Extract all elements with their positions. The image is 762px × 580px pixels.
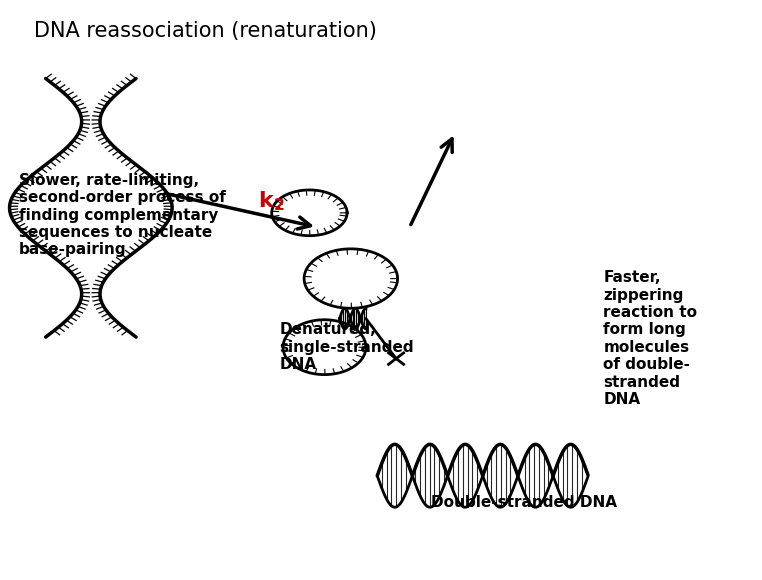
Text: $\mathbf{k_2}$: $\mathbf{k_2}$ bbox=[258, 190, 285, 213]
Text: Denatured,
single-stranded
DNA: Denatured, single-stranded DNA bbox=[279, 322, 414, 372]
Text: Slower, rate-limiting,
second-order process of
finding complementary
sequences t: Slower, rate-limiting, second-order proc… bbox=[19, 173, 226, 258]
Text: Faster,
zippering
reaction to
form long
molecules
of double-
stranded
DNA: Faster, zippering reaction to form long … bbox=[604, 270, 697, 407]
Text: Double-stranded DNA: Double-stranded DNA bbox=[431, 495, 617, 510]
Text: DNA reassociation (renaturation): DNA reassociation (renaturation) bbox=[34, 21, 377, 41]
